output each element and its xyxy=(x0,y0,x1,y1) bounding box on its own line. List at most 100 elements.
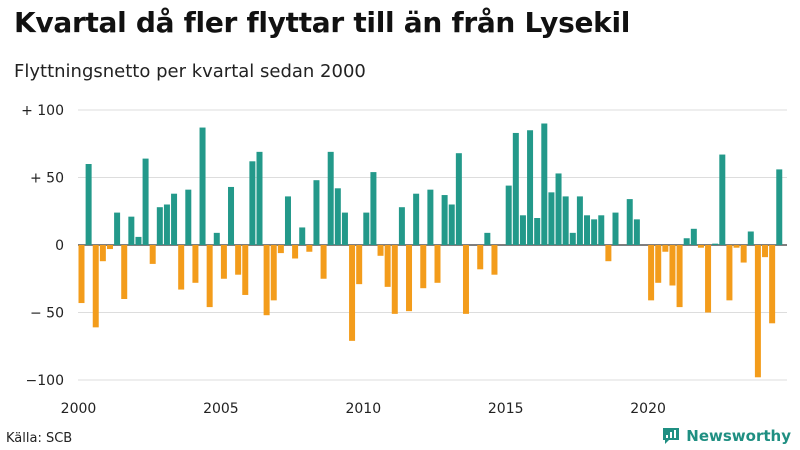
bar-2001-q1 xyxy=(106,245,113,250)
bars xyxy=(78,123,783,378)
bar-2016-q4 xyxy=(555,173,562,245)
bar-2012-q3 xyxy=(434,245,441,283)
bar-2019-q2 xyxy=(626,199,633,245)
bar-2009-q4 xyxy=(356,245,363,285)
bar-2005-q2 xyxy=(228,186,235,245)
bar-2008-q4 xyxy=(327,151,334,245)
bar-2013-q1 xyxy=(448,204,455,245)
bar-2021-q2 xyxy=(683,238,690,245)
chart-subtitle: Flyttningsnetto per kvartal sedan 2000 xyxy=(14,61,366,82)
bar-2013-q3 xyxy=(462,245,469,314)
y-tick-label: −100 xyxy=(26,373,64,389)
bar-2007-q1 xyxy=(277,245,284,254)
bar-2006-q1 xyxy=(249,161,256,245)
bar-2004-q3 xyxy=(206,245,213,308)
bar-2008-q2 xyxy=(313,180,320,245)
bar-2017-q3 xyxy=(576,196,583,245)
bar-2004-q2 xyxy=(199,127,206,245)
bar-2006-q4 xyxy=(270,245,277,301)
bar-2023-q3 xyxy=(747,231,754,245)
bar-2001-q2 xyxy=(114,212,121,245)
y-axis-ticks: + 100 + 50 0 − 50 −100 xyxy=(21,103,64,389)
bar-2002-q1 xyxy=(135,236,142,245)
bar-2023-q4 xyxy=(754,245,761,378)
x-tick-label: 2000 xyxy=(61,401,97,417)
x-tick-label: 2010 xyxy=(345,401,381,417)
bar-2013-q2 xyxy=(455,153,462,245)
bar-2024-q1 xyxy=(762,245,769,258)
bar-2002-q4 xyxy=(156,207,163,245)
bar-2003-q4 xyxy=(185,189,192,245)
gridlines xyxy=(78,109,787,381)
source-note: Källa: SCB xyxy=(6,431,73,446)
x-axis-ticks: 2000 2005 2010 2015 2020 xyxy=(61,401,666,417)
bar-2011-q1 xyxy=(391,245,398,314)
bar-2010-q3 xyxy=(377,245,384,256)
bar-2022-q4 xyxy=(726,245,733,301)
bar-2011-q4 xyxy=(413,193,420,245)
x-tick-label: 2015 xyxy=(488,401,524,417)
bar-2007-q3 xyxy=(292,245,299,259)
bar-2009-q1 xyxy=(334,188,341,245)
bar-2000-q3 xyxy=(92,245,99,328)
bar-2017-q2 xyxy=(569,232,576,245)
bar-2015-q2 xyxy=(512,132,519,245)
bar-2023-q1 xyxy=(733,245,740,248)
bar-2016-q1 xyxy=(534,218,541,245)
bar-2004-q4 xyxy=(213,232,220,245)
bar-2015-q1 xyxy=(505,185,512,245)
bar-2021-q3 xyxy=(690,228,697,245)
bar-2003-q3 xyxy=(178,245,185,290)
bar-2018-q4 xyxy=(612,212,619,245)
y-tick-label: + 100 xyxy=(21,103,64,119)
bar-2020-q1 xyxy=(648,245,655,301)
brand-logo: Newsworthy xyxy=(661,426,791,446)
bar-2024-q3 xyxy=(776,169,783,245)
bar-2011-q3 xyxy=(406,245,413,312)
bar-2016-q2 xyxy=(541,123,548,245)
bar-2011-q2 xyxy=(398,207,405,245)
bar-2008-q3 xyxy=(320,245,327,279)
bar-2015-q4 xyxy=(527,130,534,245)
bar-2018-q3 xyxy=(605,245,612,262)
bar-2000-q4 xyxy=(99,245,106,262)
y-tick-label: − 50 xyxy=(30,306,64,322)
bar-2005-q4 xyxy=(242,245,249,295)
bar-2010-q2 xyxy=(370,172,377,245)
brand-name: Newsworthy xyxy=(686,427,791,445)
bar-2017-q1 xyxy=(562,196,569,245)
newsworthy-logo-icon xyxy=(663,428,680,444)
x-tick-label: 2020 xyxy=(630,401,666,417)
bar-2017-q4 xyxy=(584,215,591,245)
bar-2009-q2 xyxy=(341,212,348,245)
bar-2015-q3 xyxy=(519,215,526,245)
bar-2007-q2 xyxy=(284,196,291,245)
bar-2021-q4 xyxy=(697,245,704,248)
bar-2008-q1 xyxy=(306,245,313,252)
bar-2007-q4 xyxy=(299,227,306,245)
bar-2000-q2 xyxy=(85,164,92,245)
bar-2002-q2 xyxy=(142,158,149,245)
bar-2021-q1 xyxy=(676,245,683,308)
bar-2005-q1 xyxy=(220,245,227,279)
bar-2006-q3 xyxy=(263,245,270,316)
bar-2001-q3 xyxy=(121,245,128,299)
bar-2024-q2 xyxy=(769,245,776,324)
bar-2001-q4 xyxy=(128,216,135,245)
bar-2022-q2 xyxy=(712,243,719,245)
bar-2020-q3 xyxy=(662,245,669,252)
bar-2003-q1 xyxy=(163,204,170,245)
bar-2010-q4 xyxy=(384,245,391,287)
bar-2006-q2 xyxy=(256,151,263,245)
bar-2010-q1 xyxy=(363,212,370,245)
bar-2005-q3 xyxy=(235,245,242,275)
bar-2018-q1 xyxy=(591,219,598,245)
bar-2000-q1 xyxy=(78,245,85,304)
bar-2004-q1 xyxy=(192,245,199,283)
bar-2002-q3 xyxy=(149,245,156,264)
bar-2020-q4 xyxy=(669,245,676,286)
bar-2012-q1 xyxy=(420,245,427,289)
bar-2012-q4 xyxy=(441,195,448,245)
bar-2014-q1 xyxy=(477,245,484,270)
bar-2016-q3 xyxy=(548,192,555,245)
